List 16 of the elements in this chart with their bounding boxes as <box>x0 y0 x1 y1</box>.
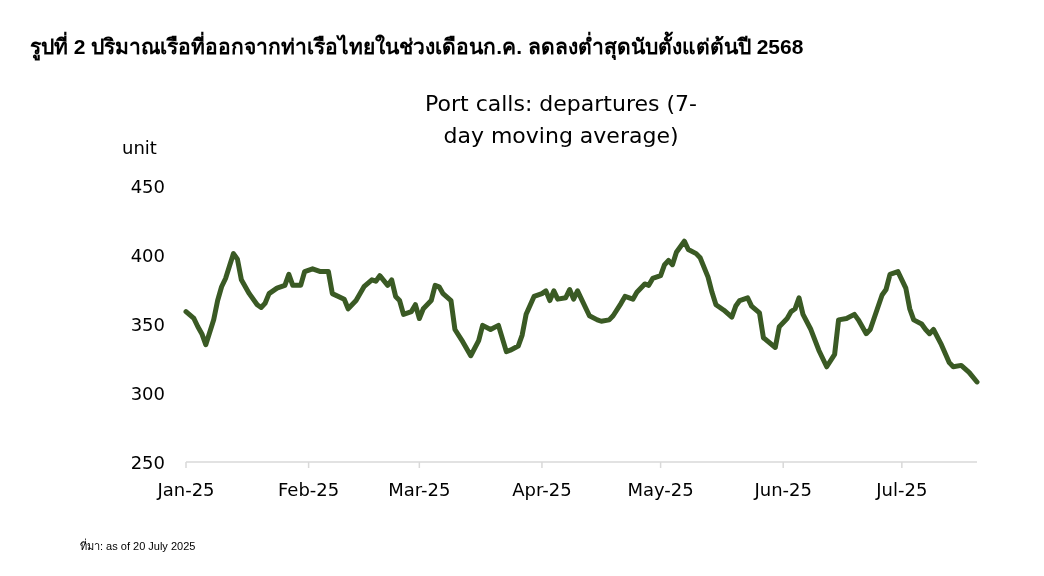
text: ที่มา: as of 20 July 2025 <box>80 537 196 554</box>
x-tick-label: Apr-25 <box>512 479 572 500</box>
chart-title: รูปที่ 2 ปริมาณเรือที่ออกจากท่าเรือไทยในช่วงเดือนก.ค. ลดลงต่ำสุดนับตั้งแต่ต้นปี 2568 <box>30 30 804 63</box>
y-tick-label: 350 <box>130 314 165 335</box>
x-tick-label: Mar-25 <box>388 479 451 500</box>
y-tick-label: 250 <box>130 452 165 473</box>
y-tick-label: 450 <box>130 176 165 197</box>
y-tick-label: 400 <box>130 245 165 266</box>
x-tick-label: Jan-25 <box>156 479 215 500</box>
y-tick-label: 300 <box>130 383 165 404</box>
x-tick-label: Jul-25 <box>875 479 928 500</box>
y-axis-title: unit <box>122 137 157 158</box>
x-tick-label: Feb-25 <box>277 479 340 500</box>
chart-subtitle: Port calls: departures (7-day moving average) <box>424 90 698 150</box>
x-tick-label: May-25 <box>627 479 694 500</box>
x-tick-label: Jun-25 <box>753 479 812 500</box>
